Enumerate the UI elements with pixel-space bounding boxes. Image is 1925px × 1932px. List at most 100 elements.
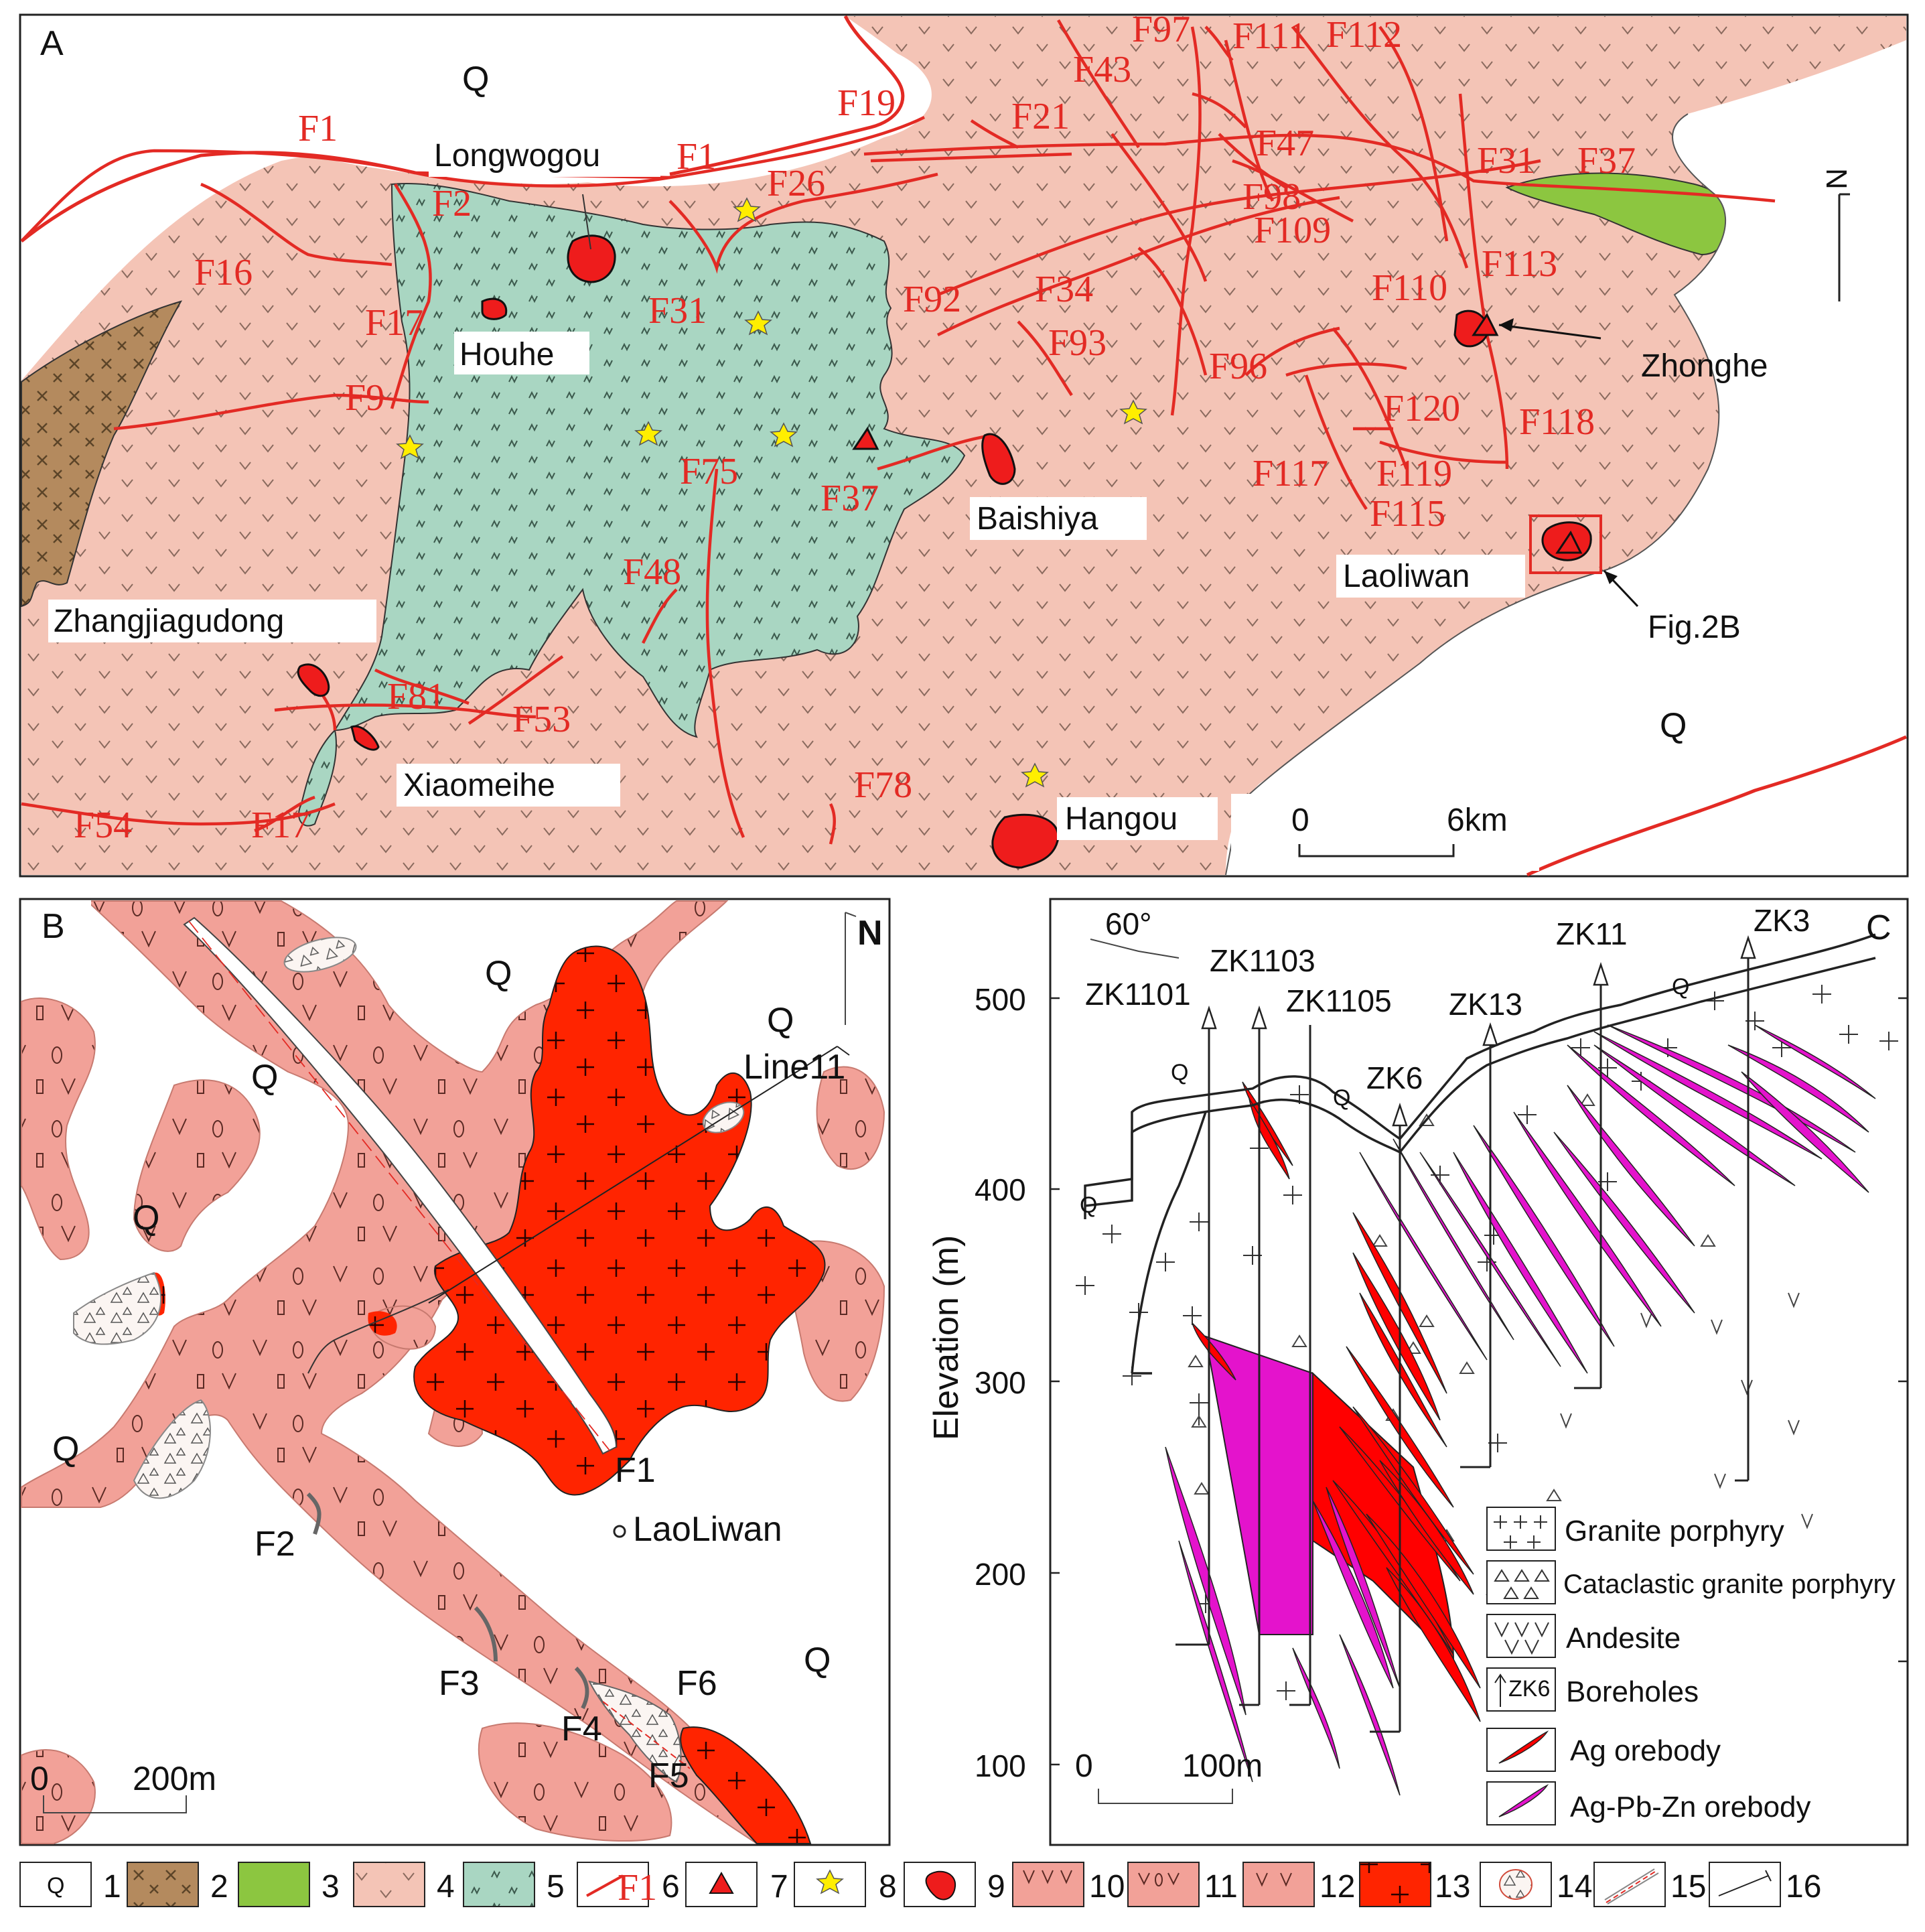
legend-num-14: 14 [1557, 1869, 1592, 1905]
legend-num-12: 12 [1320, 1869, 1355, 1905]
legend-ag-orebody: Ag orebody [1570, 1734, 1721, 1767]
panel-b-map: N B Q Q Q Q Q Q Line11 F1 F2 F3 F4 F5 F6… [19, 898, 891, 1846]
legend-q-symbol: Q [47, 1873, 64, 1899]
q-label-b-1: Q [485, 954, 512, 993]
label-houhe: Houhe [459, 337, 554, 372]
label-xiaomeihe: Xiaomeihe [403, 768, 555, 803]
fault-label: F109 [1254, 210, 1331, 251]
fault-label: F53 [512, 699, 571, 740]
q-label-b-3: Q [251, 1058, 278, 1097]
fault-label-b-f3: F3 [439, 1664, 480, 1703]
panel-a-map: N 0 6km A Q Q Longwogou Houhe Zhonghe Ba… [19, 9, 1909, 878]
triangles-a [852, 313, 1583, 554]
legend-num-10: 10 [1089, 1869, 1125, 1905]
orebodies-a [297, 234, 1592, 869]
fault-label: F98 [1242, 176, 1301, 218]
borehole-label-zk13: ZK13 [1449, 987, 1522, 1022]
scale-bar-c [1098, 1789, 1233, 1804]
fault-label-b-f2: F2 [255, 1525, 295, 1564]
fault-label: F96 [1209, 346, 1267, 387]
label-zhangjiagudong: Zhangjiagudong [54, 604, 284, 639]
fault-label: F17 [365, 302, 423, 344]
fault-label: F75 [680, 451, 738, 492]
scale-c-end: 100m [1182, 1748, 1263, 1784]
fault-label: F119 [1376, 453, 1452, 494]
legend-cataclastic: Cataclastic granite porphyry [1563, 1570, 1896, 1599]
panel-c-section: 500 400 300 200 100 Elevation (m) C 60° … [927, 898, 1909, 1846]
legend-num-13: 13 [1435, 1869, 1470, 1905]
fault-label: F9 [345, 377, 384, 419]
panel-a-letter: A [40, 24, 64, 63]
borehole-label-zk3: ZK3 [1754, 903, 1810, 938]
fault-label: F21 [1011, 96, 1070, 137]
north-label-a: N [1820, 168, 1853, 190]
y-tick-500: 500 [975, 982, 1026, 1017]
fault-labels-a: F1 F1 F2 F16 F17 F9 F19 F26 F31 F43 F21 … [74, 9, 1636, 846]
quaternary-southeast [1226, 40, 1906, 875]
fault-label: F97 [1132, 9, 1190, 50]
legend-borehole-symbol: ZK6 [1508, 1676, 1550, 1702]
q-label-c-1: Q [1080, 1192, 1097, 1218]
q-label-b-4: Q [133, 1198, 159, 1237]
fault-label: F112 [1326, 14, 1402, 56]
fault-label: F117 [1253, 453, 1328, 494]
brown-unit [21, 300, 183, 608]
quaternary-north [21, 16, 903, 241]
fault-label: F115 [1370, 493, 1445, 535]
legend-num-5: 5 [547, 1869, 565, 1905]
angle-label: 60° [1105, 906, 1152, 941]
y-axis-ticks [1050, 997, 1908, 1766]
label-longwogou: Longwogou [434, 138, 600, 174]
bottom-legend: Q 1 2 3 4 5 F1 6 7 8 9 10 11 12 [19, 1862, 1821, 1909]
scale-c-start: 0 [1075, 1748, 1093, 1784]
fault-label: F31 [1477, 140, 1535, 182]
fault-label: F47 [1256, 123, 1314, 164]
legend-andesite: Andesite [1566, 1622, 1681, 1655]
fault-label: F93 [1048, 322, 1107, 364]
fault-label-b-f6: F6 [676, 1664, 717, 1703]
fault-label-b-f1: F1 [615, 1451, 656, 1490]
q-label-b-2: Q [767, 1001, 794, 1040]
fault-label: F118 [1519, 401, 1595, 443]
fault-label: F19 [837, 82, 896, 124]
fault-label: F81 [387, 676, 445, 717]
fault-lines [20, 19, 1776, 845]
y-axis-title: Elevation (m) [927, 1235, 966, 1440]
fault-label-b-f4: F4 [561, 1710, 602, 1748]
scale-a-start: 0 [1291, 803, 1309, 838]
legend-num-3: 3 [322, 1869, 340, 1905]
borehole-label-zk11: ZK11 [1556, 916, 1628, 951]
scale-b-end: 200m [133, 1760, 216, 1797]
q-label-a-1: Q [462, 60, 489, 98]
granite-symbols-c [1076, 985, 1898, 1700]
place-laoliwan: LaoLiwan [633, 1510, 782, 1549]
q-label-c-2: Q [1171, 1060, 1188, 1085]
legend-num-1: 1 [103, 1869, 121, 1905]
fault-label: F26 [767, 163, 825, 204]
borehole-heads [1201, 935, 1756, 1127]
scale-bar-b [43, 1795, 187, 1813]
fault-label: F1 [298, 108, 338, 149]
borehole-label-zk6: ZK6 [1366, 1060, 1423, 1095]
fault-label: F48 [623, 551, 681, 593]
fault-label: F54 [74, 805, 132, 846]
q-label-b-6: Q [804, 1641, 831, 1679]
label-fig2b: Fig.2B [1648, 610, 1741, 645]
boreholes-c [1175, 938, 1750, 1733]
fault-label: F113 [1482, 243, 1557, 285]
legend-num-2: 2 [210, 1869, 228, 1905]
line-label: Line11 [743, 1048, 845, 1087]
stars-a [396, 197, 1147, 788]
legend-boreholes: Boreholes [1566, 1675, 1699, 1708]
q-label-c-3: Q [1333, 1085, 1350, 1111]
ground-surface [1084, 933, 1876, 1219]
legend-ag-pb-zn-orebody: Ag-Pb-Zn orebody [1570, 1791, 1811, 1823]
granite-porphyry-b [413, 945, 826, 1496]
fault-label: F37 [1577, 140, 1636, 182]
scale-b-start: 0 [30, 1760, 49, 1797]
q-label-a-2: Q [1660, 706, 1687, 745]
fault-label: F111 [1232, 15, 1307, 57]
legend-num-8: 8 [879, 1869, 897, 1905]
fault-label: F31 [648, 290, 707, 332]
